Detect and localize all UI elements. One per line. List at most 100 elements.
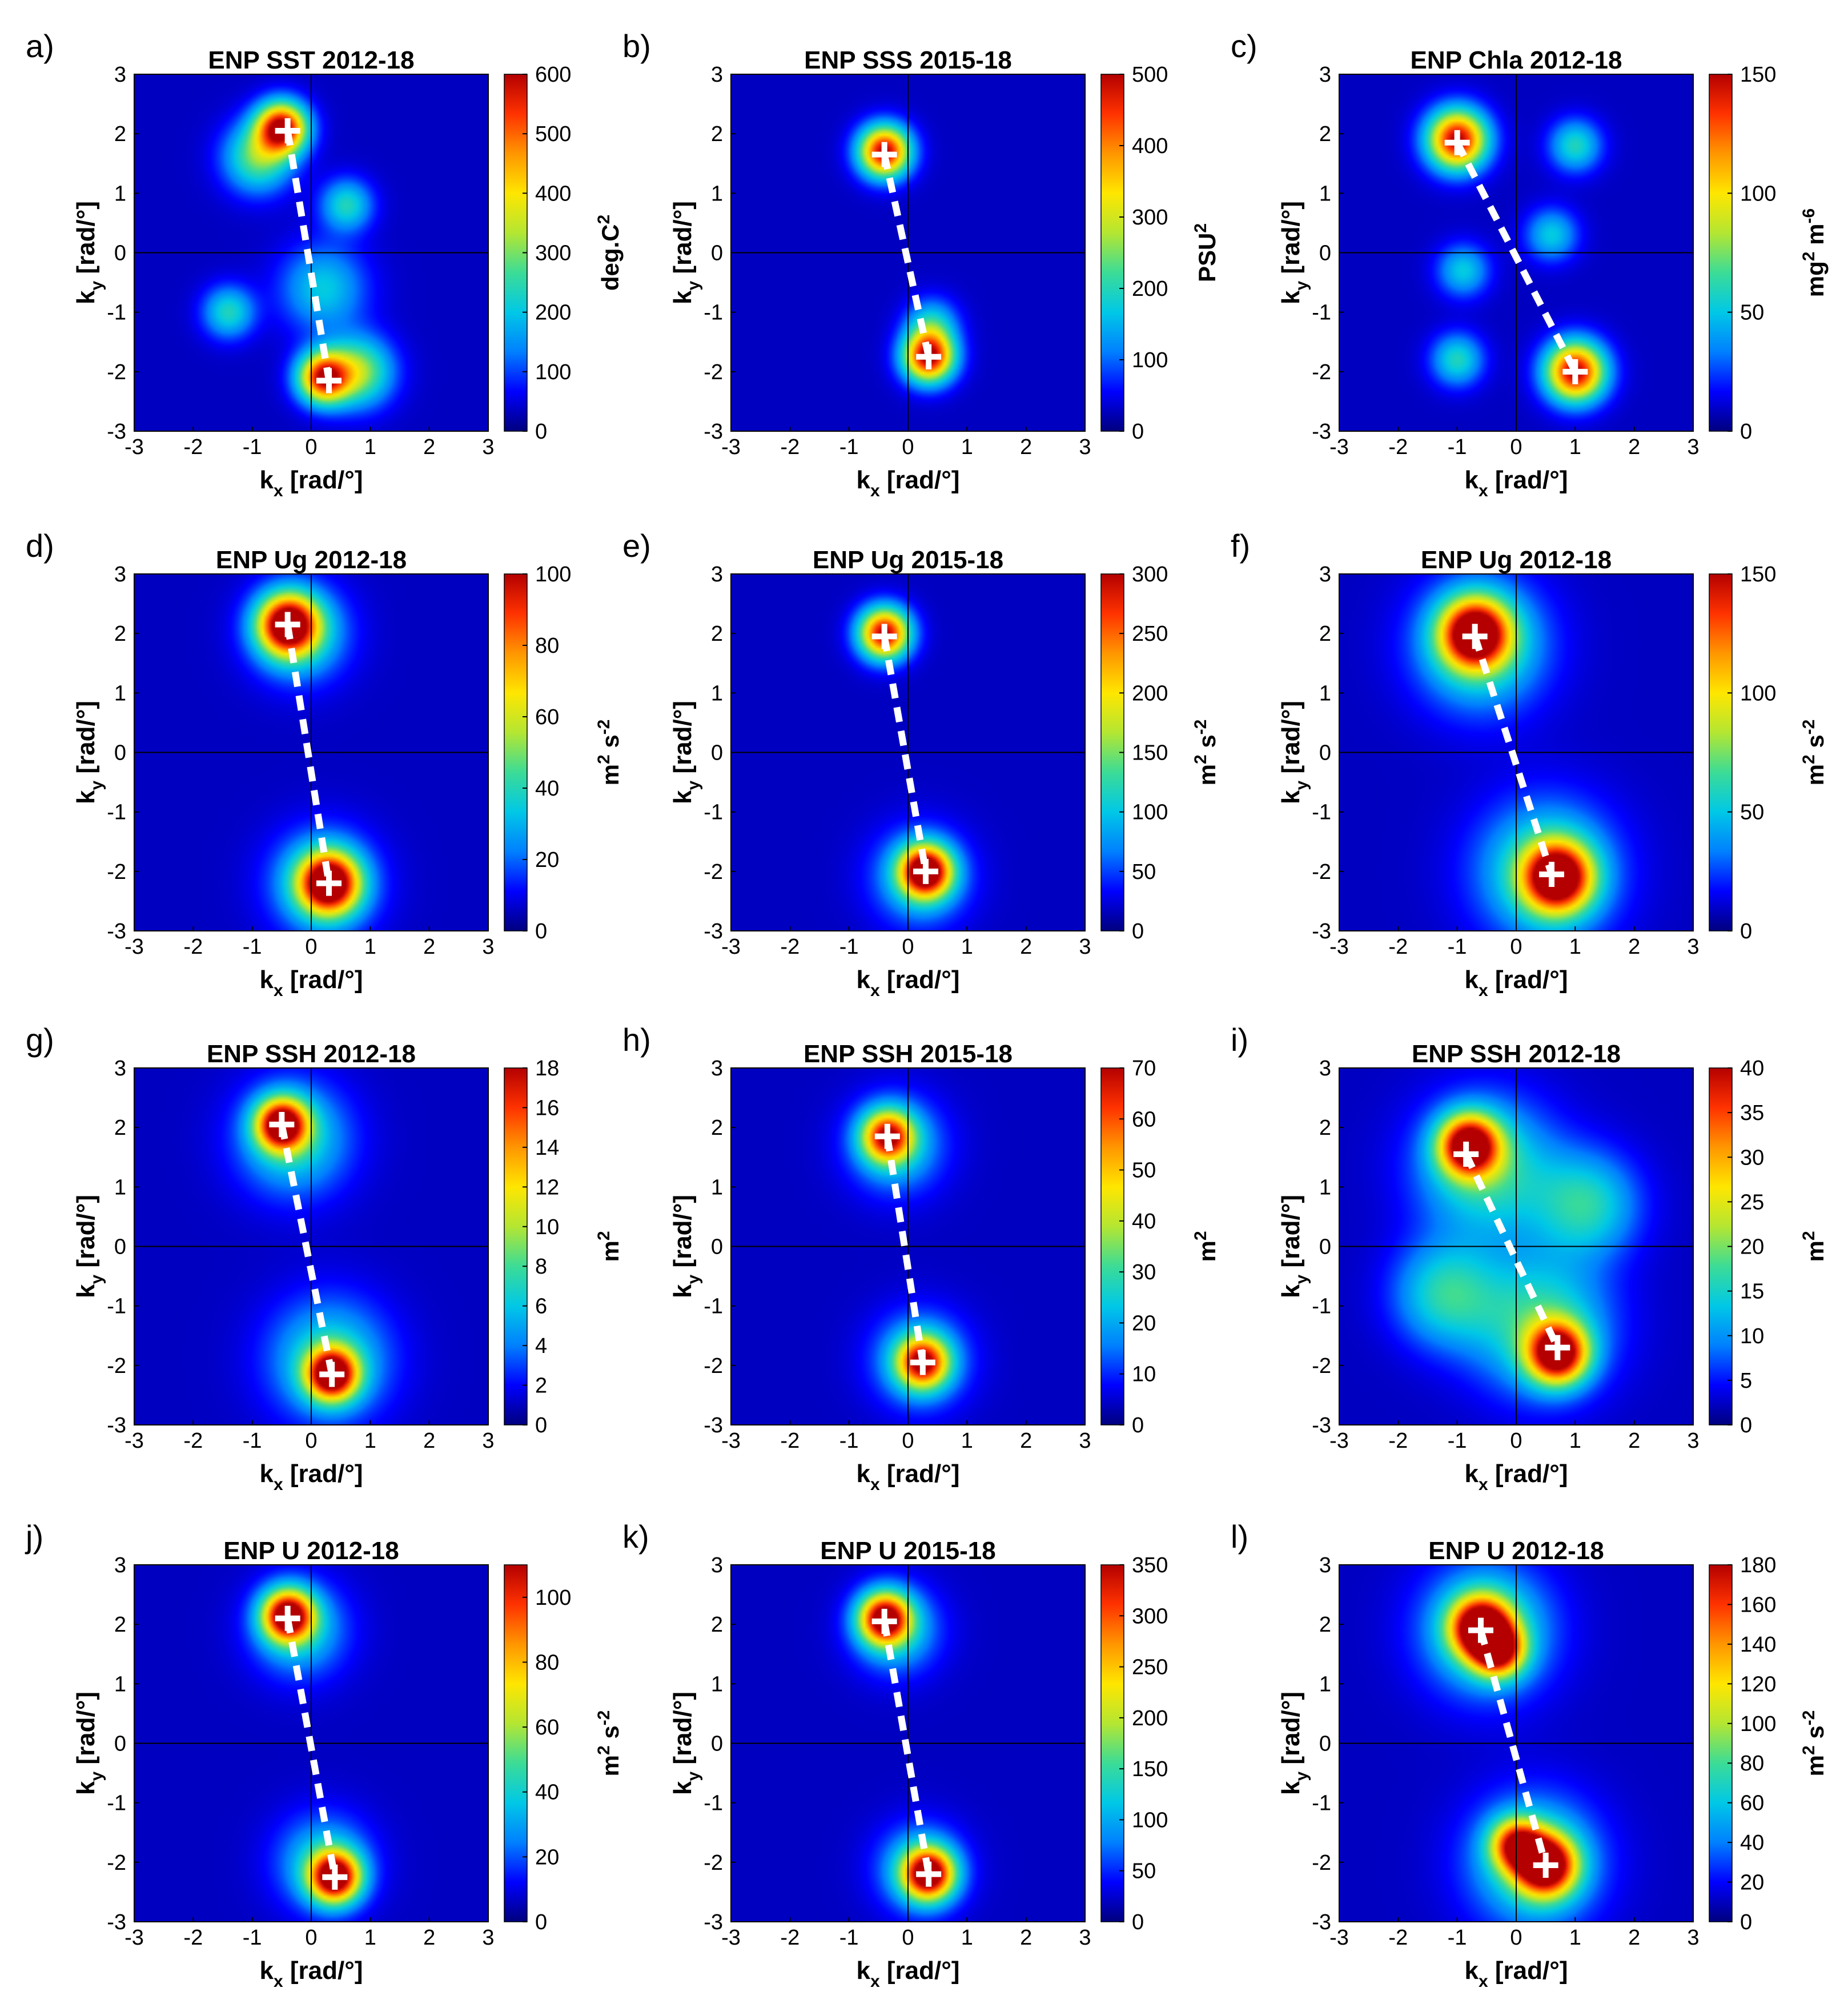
x-tick-label: -1 xyxy=(243,1429,262,1453)
x-axis-title: kx [rad/°] xyxy=(260,466,363,500)
colorbar-tick-label: 100 xyxy=(1132,1808,1168,1832)
x-tick-label: 3 xyxy=(1079,935,1091,959)
y-tick-label: 3 xyxy=(114,1553,126,1577)
y-tick-label: 0 xyxy=(711,741,723,765)
y-axis-title: ky [rad/°] xyxy=(1277,1195,1311,1298)
colorbar-tick-label: 600 xyxy=(535,63,571,87)
peak-marker-1 xyxy=(1444,130,1470,155)
x-tick-label: 1 xyxy=(1569,935,1581,959)
x-tick-label: 2 xyxy=(1628,435,1640,459)
colorbar-tick-label: 50 xyxy=(1132,1860,1156,1884)
peak-marker-1 xyxy=(871,142,897,167)
x-tick-label: -3 xyxy=(721,935,741,959)
colorbar-unit-label: m2 s-2 xyxy=(594,720,624,786)
panel-label: h) xyxy=(622,1022,651,1058)
colorbar-tick-label: 30 xyxy=(1132,1260,1156,1284)
y-tick-label: 3 xyxy=(711,1057,723,1081)
colorbar xyxy=(1709,1564,1733,1922)
peak-marker-2 xyxy=(316,870,342,896)
colorbar-tick-label: 16 xyxy=(535,1096,559,1120)
x-tick-label: 3 xyxy=(482,1926,494,1950)
panel-e: e) ENP Ug 2015-18 -3 -2 -1 0 1 2 3 3 2 1 0 -1 -2 -3 kx [… xyxy=(622,528,1220,1000)
x-tick-label: 1 xyxy=(961,435,973,459)
peak-marker-1 xyxy=(1462,624,1488,649)
x-tick-label: -2 xyxy=(1388,1926,1408,1950)
colorbar-tick-label: 0 xyxy=(1740,420,1752,444)
panel-title: ENP SSS 2015-18 xyxy=(804,46,1012,74)
y-axis-title: ky [rad/°] xyxy=(1277,1692,1311,1795)
y-axis-title: ky [rad/°] xyxy=(72,1692,106,1795)
panel-b: b) ENP SSS 2015-18 -3 -2 -1 0 1 2 3 3 2 1 0 -1 -2 -3 kx … xyxy=(622,28,1220,500)
colorbar-tick-label: 60 xyxy=(535,705,559,729)
colorbar-tick-label: 300 xyxy=(1132,1604,1168,1628)
x-tick-label: 2 xyxy=(423,435,435,459)
colorbar-tick-label: 0 xyxy=(1740,1910,1752,1934)
y-tick-label: -1 xyxy=(704,801,723,825)
colorbar-tick-label: 160 xyxy=(1740,1593,1776,1617)
y-tick-label: 1 xyxy=(1319,182,1331,206)
colorbar xyxy=(1100,1564,1124,1922)
peak-connector-line xyxy=(1471,635,1555,876)
x-tick-label: -2 xyxy=(780,1926,800,1950)
x-tick-label: 1 xyxy=(961,1429,973,1453)
y-tick-label: 3 xyxy=(1319,1553,1331,1577)
peak-marker-1 xyxy=(1468,1617,1493,1643)
colorbar-tick-label: 80 xyxy=(535,634,559,658)
x-tick-label: -1 xyxy=(1448,935,1467,959)
y-tick-label: -1 xyxy=(1312,801,1331,825)
colorbar-tick-label: 50 xyxy=(1740,301,1764,325)
x-tick-label: 0 xyxy=(1510,1429,1522,1453)
y-axis-title: ky [rad/°] xyxy=(72,201,106,304)
y-tick-label: -2 xyxy=(1312,1354,1331,1378)
panel-a: a) ENP SST 2012-18 -3 -2 -1 0 1 2 3 3 2 1 0 -1 -2 -3 kx … xyxy=(26,28,624,500)
y-tick-label: 0 xyxy=(1319,1732,1331,1756)
colorbar-tick-label: 10 xyxy=(1740,1324,1764,1348)
colorbar-tick-label: 0 xyxy=(1740,1413,1752,1437)
x-tick-label: 1 xyxy=(1569,1926,1581,1950)
colorbar-tick-label: 300 xyxy=(1132,206,1168,230)
x-tick-label: -1 xyxy=(243,435,262,459)
y-tick-label: -1 xyxy=(704,1792,723,1816)
y-tick-label: 1 xyxy=(711,1672,723,1696)
y-tick-label: 0 xyxy=(114,242,126,266)
y-tick-label: 0 xyxy=(114,1732,126,1756)
panel-label: e) xyxy=(622,528,651,564)
y-tick-label: -3 xyxy=(107,1413,126,1437)
y-tick-label: 2 xyxy=(114,1613,126,1637)
x-tick-label: -2 xyxy=(183,435,203,459)
panel-title: ENP SSH 2012-18 xyxy=(1412,1040,1621,1068)
y-tick-label: -3 xyxy=(704,1910,723,1934)
y-axis-title: ky [rad/°] xyxy=(72,701,106,804)
x-tick-label: 0 xyxy=(902,1926,914,1950)
peak-marker-2 xyxy=(1562,359,1588,384)
peak-marker-1 xyxy=(275,118,300,143)
x-tick-label: -2 xyxy=(183,935,203,959)
x-tick-label: -3 xyxy=(1329,435,1349,459)
y-tick-label: -2 xyxy=(704,860,723,884)
colorbar-unit-label: m2 s-2 xyxy=(1799,720,1829,786)
y-tick-label: 1 xyxy=(114,681,126,705)
peak-connector-line xyxy=(883,1135,926,1363)
x-tick-label: 2 xyxy=(1628,1429,1640,1453)
colorbar-tick-label: 150 xyxy=(1740,63,1776,87)
y-tick-label: -1 xyxy=(1312,1295,1331,1319)
peak-marker-2 xyxy=(1545,1335,1570,1360)
colorbar-tick-label: 0 xyxy=(535,420,547,444)
y-tick-label: -2 xyxy=(107,1354,126,1378)
colorbar xyxy=(504,1564,528,1922)
x-tick-label: 0 xyxy=(305,1926,317,1950)
y-tick-label: -1 xyxy=(107,801,126,825)
colorbar-tick-label: 200 xyxy=(1132,681,1168,705)
x-tick-label: 0 xyxy=(1510,935,1522,959)
x-tick-label: 1 xyxy=(364,1926,376,1950)
panel-title: ENP SSH 2012-18 xyxy=(207,1040,416,1068)
x-axis-title: kx [rad/°] xyxy=(260,1957,363,1991)
colorbar-tick-label: 500 xyxy=(535,122,571,146)
colorbar-tick-label: 80 xyxy=(535,1650,559,1674)
panel-title: ENP Ug 2012-18 xyxy=(1421,546,1612,574)
x-tick-label: -2 xyxy=(1388,1429,1408,1453)
colorbar-tick-label: 40 xyxy=(1132,1210,1156,1234)
x-tick-label: 3 xyxy=(1079,435,1091,459)
colorbar-tick-label: 0 xyxy=(1740,919,1752,943)
